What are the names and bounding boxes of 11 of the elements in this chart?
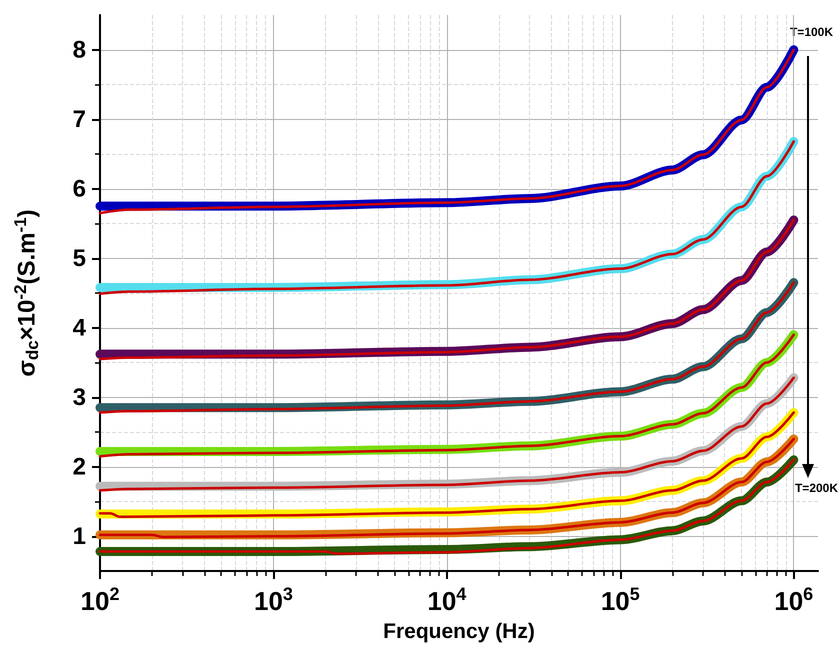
y-tick-label: 2 bbox=[72, 453, 86, 480]
x-axis-title: Frequency (Hz) bbox=[383, 620, 535, 643]
annotation: T=200K bbox=[794, 481, 838, 495]
y-tick-label: 8 bbox=[72, 36, 86, 64]
y-tick-label: 6 bbox=[72, 175, 86, 202]
y-axis-title: σdc×10-2(S.m-1) bbox=[11, 209, 42, 377]
y-tick-label: 5 bbox=[72, 244, 86, 272]
y-tick-label: 7 bbox=[72, 106, 86, 133]
y-tick-label: 1 bbox=[72, 522, 86, 550]
y-tick-label: 4 bbox=[72, 314, 87, 342]
y-tick-label: 3 bbox=[72, 384, 86, 411]
